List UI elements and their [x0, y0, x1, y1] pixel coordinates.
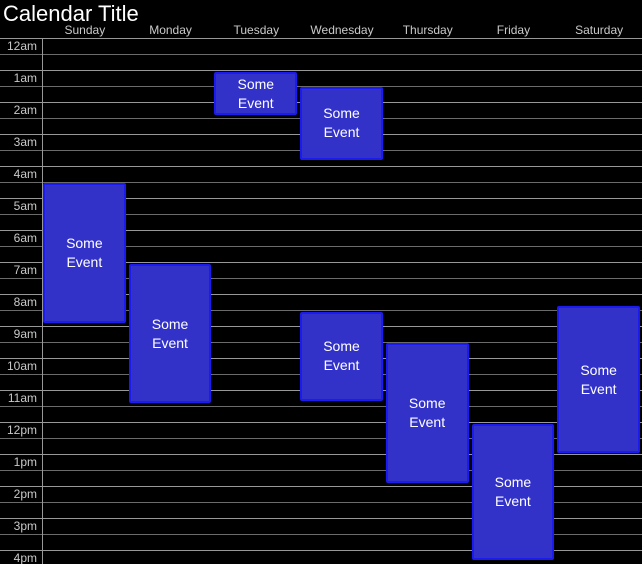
day-header-sunday: Sunday [64, 23, 106, 37]
half-hour-gridline [0, 310, 642, 311]
hour-gridline [0, 294, 642, 295]
time-label-12am: 12am [6, 39, 37, 53]
hour-gridline [0, 230, 642, 231]
half-hour-gridline [0, 502, 642, 503]
half-hour-gridline [0, 406, 642, 407]
day-header-monday: Monday [149, 23, 192, 37]
half-hour-gridline [0, 438, 642, 439]
hour-gridline [0, 518, 642, 519]
event-title: Some Event [151, 315, 189, 351]
time-label-12pm: 12pm [6, 423, 37, 437]
half-hour-gridline [0, 246, 642, 247]
calendar-event[interactable]: Some Event [43, 182, 126, 324]
half-hour-gridline [0, 278, 642, 279]
time-gutter-separator [42, 38, 43, 564]
half-hour-gridline [0, 470, 642, 471]
event-title: Some Event [580, 361, 617, 397]
event-title: Some Event [323, 338, 360, 374]
time-label-2am: 2am [13, 103, 37, 117]
day-header-friday: Friday [496, 23, 531, 37]
calendar-event[interactable]: Some Event [300, 311, 383, 401]
time-label-4am: 4am [13, 167, 37, 181]
calendar-event[interactable]: Some Event [471, 423, 555, 560]
time-label-4pm: 4pm [13, 551, 37, 564]
time-label-3am: 3am [13, 135, 37, 149]
event-title: Some Event [494, 473, 532, 509]
half-hour-gridline [0, 54, 642, 55]
event-title: Some Event [323, 105, 360, 141]
day-header-thursday: Thursday [402, 23, 453, 37]
time-label-2pm: 2pm [13, 487, 37, 501]
time-label-1pm: 1pm [13, 455, 37, 469]
event-title: Some Event [66, 235, 103, 271]
hour-gridline [0, 262, 642, 263]
hour-gridline [0, 422, 642, 423]
hour-gridline [0, 486, 642, 487]
time-label-6am: 6am [13, 231, 37, 245]
event-title: Some Event [408, 394, 446, 430]
event-title: Some Event [237, 75, 275, 111]
time-label-3pm: 3pm [13, 519, 37, 533]
day-header-wednesday: Wednesday [310, 23, 374, 37]
calendar-event[interactable]: Some Event [385, 342, 469, 483]
hour-gridline [0, 166, 642, 167]
time-label-7am: 7am [13, 263, 37, 277]
time-label-11am: 11am [7, 391, 37, 405]
time-label-10am: 10am [6, 359, 37, 373]
hour-gridline [0, 198, 642, 199]
half-hour-gridline [0, 182, 642, 183]
half-hour-gridline [0, 214, 642, 215]
page-title: Calendar Title [3, 1, 139, 26]
half-hour-gridline [0, 534, 642, 535]
calendar-event[interactable]: Some Event [128, 263, 212, 404]
hour-gridline [0, 70, 642, 71]
time-label-5am: 5am [13, 199, 37, 213]
time-label-9am: 9am [13, 327, 37, 341]
half-hour-gridline [0, 86, 642, 87]
time-label-8am: 8am [13, 295, 37, 309]
day-header-tuesday: Tuesday [233, 23, 280, 37]
calendar-event[interactable]: Some Event [214, 71, 298, 116]
calendar-event[interactable]: Some Event [300, 86, 383, 160]
day-header-saturday: Saturday [575, 23, 624, 37]
calendar-event[interactable]: Some Event [557, 306, 640, 454]
hour-gridline [0, 454, 642, 455]
time-label-1am: 1am [13, 71, 37, 85]
hour-gridline [0, 550, 642, 551]
hour-gridline [0, 38, 642, 39]
